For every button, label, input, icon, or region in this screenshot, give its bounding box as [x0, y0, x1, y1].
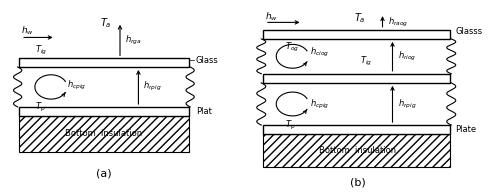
Text: $h_{ciog}$: $h_{ciog}$	[310, 46, 329, 59]
Text: $h_w$: $h_w$	[265, 11, 278, 23]
Bar	[19, 58, 189, 67]
Text: $T_p$: $T_p$	[35, 101, 45, 114]
Text: $T_{ig}$: $T_{ig}$	[35, 43, 47, 57]
Text: (b): (b)	[350, 177, 366, 187]
Text: $T_{ig}$: $T_{ig}$	[360, 55, 372, 68]
Text: Bottom  insulation: Bottom insulation	[319, 146, 396, 155]
Text: $T_a$: $T_a$	[354, 11, 366, 25]
Text: Plate: Plate	[455, 125, 476, 134]
Text: $h_{riog}$: $h_{riog}$	[398, 50, 416, 63]
Bar	[262, 30, 450, 39]
Text: $h_{raog}$: $h_{raog}$	[388, 16, 408, 29]
Text: $h_w$: $h_w$	[21, 24, 34, 37]
Text: $h_{cpig}$: $h_{cpig}$	[310, 97, 330, 111]
Text: $h_{cpig}$: $h_{cpig}$	[67, 79, 86, 92]
Text: (a): (a)	[96, 168, 112, 178]
Bar	[262, 125, 450, 134]
Text: $T_p$: $T_p$	[285, 119, 296, 132]
Bar	[262, 74, 450, 83]
Text: $h_{rpig}$: $h_{rpig}$	[143, 80, 162, 93]
Bar	[19, 107, 189, 116]
Bar	[19, 116, 189, 152]
Text: $h_{rpig}$: $h_{rpig}$	[398, 97, 416, 111]
Text: $T_{og}$: $T_{og}$	[285, 41, 299, 54]
Text: Bottom  insulation: Bottom insulation	[66, 129, 142, 138]
Text: $T_a$: $T_a$	[100, 17, 112, 30]
Text: Glasss: Glasss	[455, 27, 482, 36]
Text: $h_{rga}$: $h_{rga}$	[124, 34, 142, 47]
Text: Plat: Plat	[196, 107, 212, 116]
Bar	[262, 134, 450, 167]
Text: Glass: Glass	[196, 56, 218, 64]
